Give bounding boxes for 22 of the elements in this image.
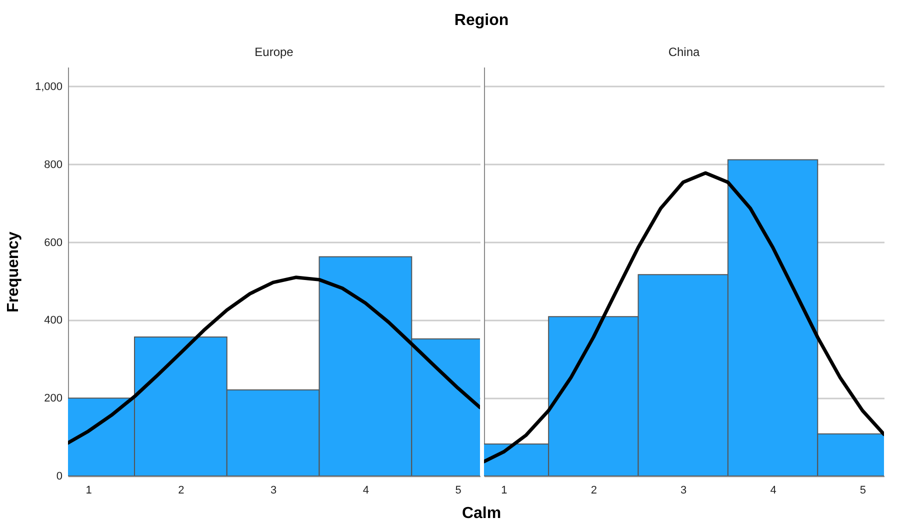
y-axis-title: Frequency <box>4 231 22 312</box>
y-tick-label: 600 <box>44 236 62 249</box>
x-tick-label: 2 <box>590 484 597 496</box>
x-tick-label: 4 <box>362 484 370 496</box>
y-tick-label: 1,000 <box>34 80 62 93</box>
chart-title: China <box>668 45 700 59</box>
y-tick-label: 200 <box>44 392 62 405</box>
x-tick-label: 5 <box>455 484 462 496</box>
x-tick-label: 5 <box>860 484 866 496</box>
y-tick-label: 800 <box>44 158 62 171</box>
x-tick-label: 1 <box>501 484 508 496</box>
x-tick-label: 3 <box>680 484 687 496</box>
x-axis-title: Calm <box>460 505 502 523</box>
chart-title: Europe <box>254 45 294 59</box>
line-series <box>68 276 480 445</box>
x-tick-label: 2 <box>178 484 184 496</box>
x-tick-label: 4 <box>770 484 776 496</box>
x-tick-label: 1 <box>86 484 92 496</box>
x-tick-label: 3 <box>270 484 277 496</box>
y-tick-label: 400 <box>44 314 62 327</box>
y-tick-label: 0 <box>56 470 62 482</box>
text: Region <box>453 11 510 31</box>
